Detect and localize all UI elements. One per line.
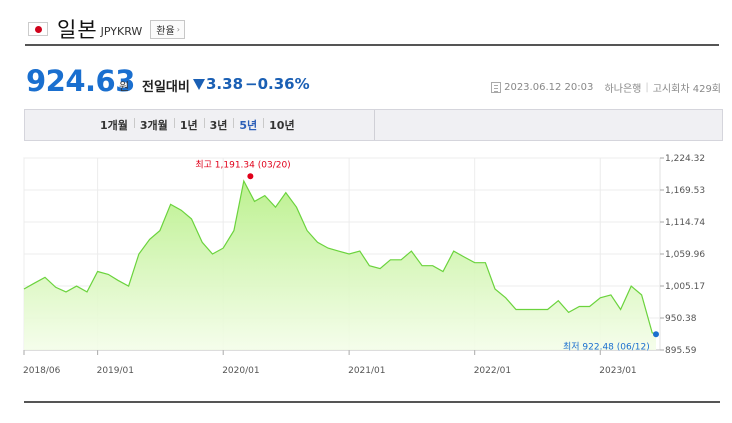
- currency-code: JPYKRW: [100, 24, 143, 38]
- meta-separator: [597, 82, 600, 93]
- series-area: [24, 181, 656, 350]
- quote-bank: 하나은행: [604, 84, 642, 95]
- y-tick-label: 1,059.96: [665, 250, 705, 260]
- tabs-divider: [374, 110, 375, 140]
- japan-flag-icon: [28, 22, 48, 36]
- current-price: 924.63: [26, 64, 135, 98]
- period-tab-5[interactable]: 10년: [263, 117, 300, 133]
- y-tick-label: 950.38: [665, 314, 697, 324]
- price-change: 3.38: [206, 75, 244, 93]
- header-divider: [25, 44, 719, 46]
- y-tick-label: 1,114.74: [665, 218, 705, 228]
- quote-meta: 2023.06.12 20:03 하나은행 | 고시회차 429회: [491, 80, 721, 95]
- y-tick-label: 1,224.32: [665, 154, 705, 164]
- series-line: [23, 179, 657, 335]
- high-label: 최고 1,191.34 (03/20): [195, 159, 290, 170]
- x-tick-label: 2019/01: [97, 366, 134, 376]
- compare-label: 전일대비: [142, 80, 190, 95]
- period-tab-1[interactable]: 3개월: [133, 117, 174, 133]
- x-tick-label: 2021/01: [348, 366, 385, 376]
- exchange-rate-button-label: 환율: [156, 25, 175, 37]
- high-marker: [247, 173, 254, 180]
- low-marker: [653, 331, 659, 338]
- x-tick-label: 2022/01: [474, 366, 511, 376]
- period-tabs: 1개월 3개월 1년 3년 5년 10년: [24, 109, 723, 141]
- x-tick-label: 2020/01: [222, 366, 259, 376]
- price-unit: 원: [119, 80, 130, 93]
- quote-notice: 고시회차 429회: [652, 84, 721, 95]
- period-tab-0[interactable]: 1개월: [100, 119, 128, 132]
- x-tick-label: 2018/06: [23, 366, 61, 376]
- period-tab-4[interactable]: 5년: [233, 117, 263, 133]
- quote-timestamp: 2023.06.12 20:03: [504, 82, 594, 93]
- chevron-right-icon: ›: [176, 24, 180, 34]
- period-tab-3[interactable]: 3년: [203, 117, 234, 133]
- bottom-divider: [24, 401, 720, 403]
- y-tick-label: 895.59: [665, 346, 697, 356]
- x-tick-label: 2023/01: [599, 366, 636, 376]
- y-tick-label: 1,005.17: [665, 282, 705, 292]
- meta-separator: |: [645, 82, 649, 93]
- down-arrow-icon: [193, 79, 205, 90]
- exchange-rate-button[interactable]: 환율 ›: [150, 19, 185, 39]
- rate-chart-svg[interactable]: 1,224.32 1,169.53 1,114.74 1,059.96 1,005.17…: [0, 146, 732, 386]
- quote-row: 924.63 원 전일대비 3.38 −0.36% 2023.06.12 20:…: [26, 64, 723, 100]
- price-change-percent: −0.36%: [245, 75, 310, 93]
- low-label: 최저 922.48 (06/12): [563, 341, 650, 352]
- period-tab-list: 1개월 3개월 1년 3년 5년 10년: [25, 110, 301, 140]
- currency-header: 일본 JPYKRW 환율 ›: [26, 12, 719, 46]
- y-tick-label: 1,169.53: [665, 186, 705, 196]
- document-icon: [491, 82, 502, 93]
- period-tab-2[interactable]: 1년: [173, 117, 204, 133]
- currency-title: 일본: [57, 18, 98, 42]
- rate-chart[interactable]: 1,224.32 1,169.53 1,114.74 1,059.96 1,005.17…: [0, 146, 732, 386]
